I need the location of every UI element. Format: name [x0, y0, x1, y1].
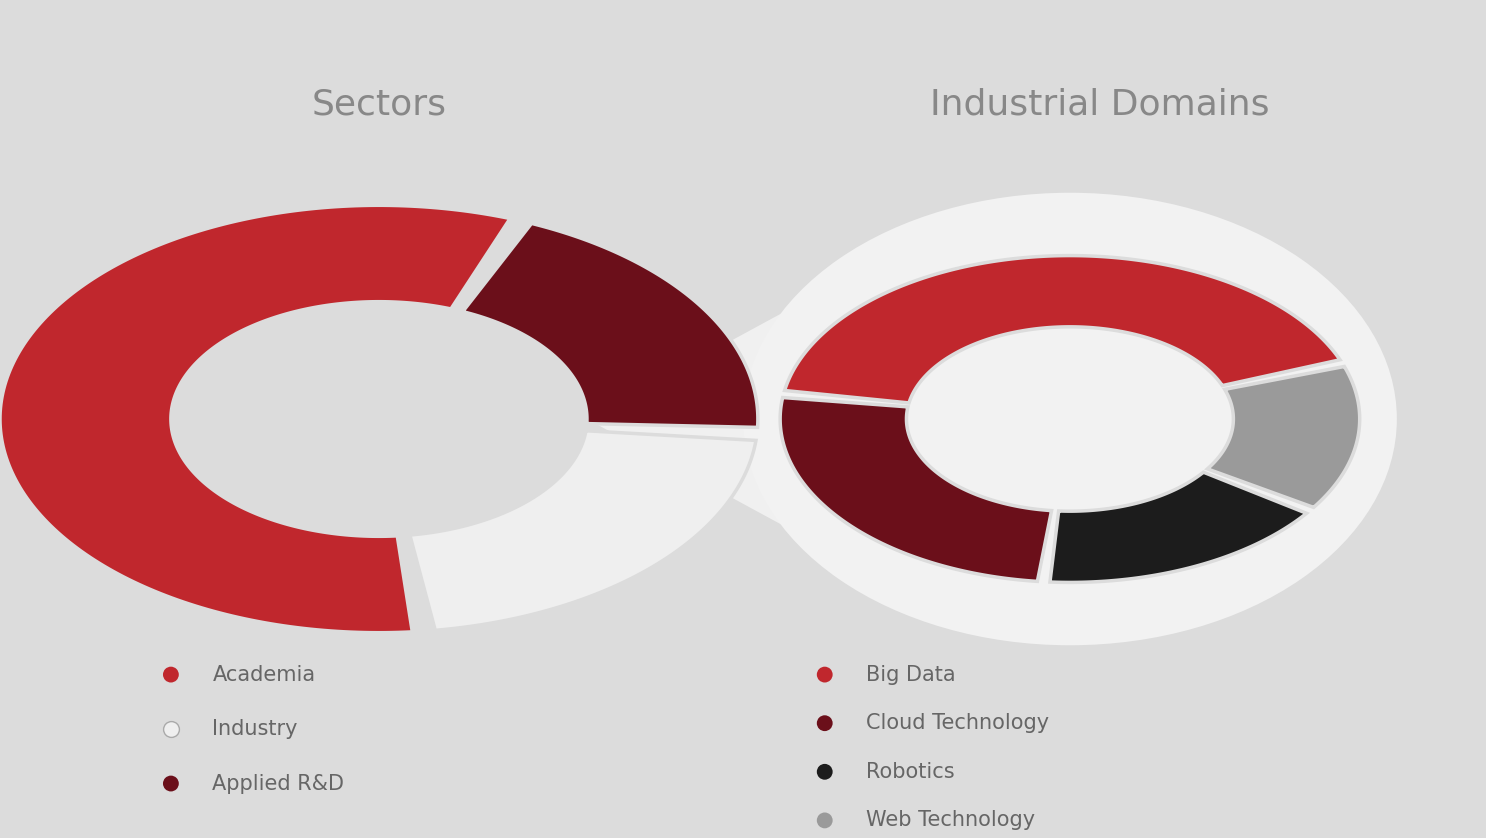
Text: Robotics: Robotics: [866, 762, 955, 782]
Text: Sectors: Sectors: [312, 88, 446, 122]
Polygon shape: [785, 256, 1340, 403]
Text: Industrial Domains: Industrial Domains: [930, 88, 1269, 122]
Point: [159, 722, 183, 736]
Point: [159, 668, 183, 681]
Polygon shape: [462, 224, 758, 427]
Point: [159, 777, 183, 790]
Text: Applied R&D: Applied R&D: [212, 773, 345, 794]
Text: Industry: Industry: [212, 719, 299, 739]
Polygon shape: [780, 397, 1052, 582]
Polygon shape: [1051, 472, 1306, 582]
Point: [813, 765, 837, 779]
Polygon shape: [587, 310, 788, 528]
Point: [813, 668, 837, 681]
Polygon shape: [1208, 366, 1360, 507]
Text: Big Data: Big Data: [866, 665, 955, 685]
Text: Cloud Technology: Cloud Technology: [866, 713, 1049, 733]
Text: Academia: Academia: [212, 665, 315, 685]
Text: Web Technology: Web Technology: [866, 810, 1036, 830]
Point: [813, 814, 837, 827]
Polygon shape: [0, 205, 510, 633]
Point: [813, 716, 837, 730]
Polygon shape: [410, 431, 756, 630]
Ellipse shape: [743, 193, 1397, 645]
